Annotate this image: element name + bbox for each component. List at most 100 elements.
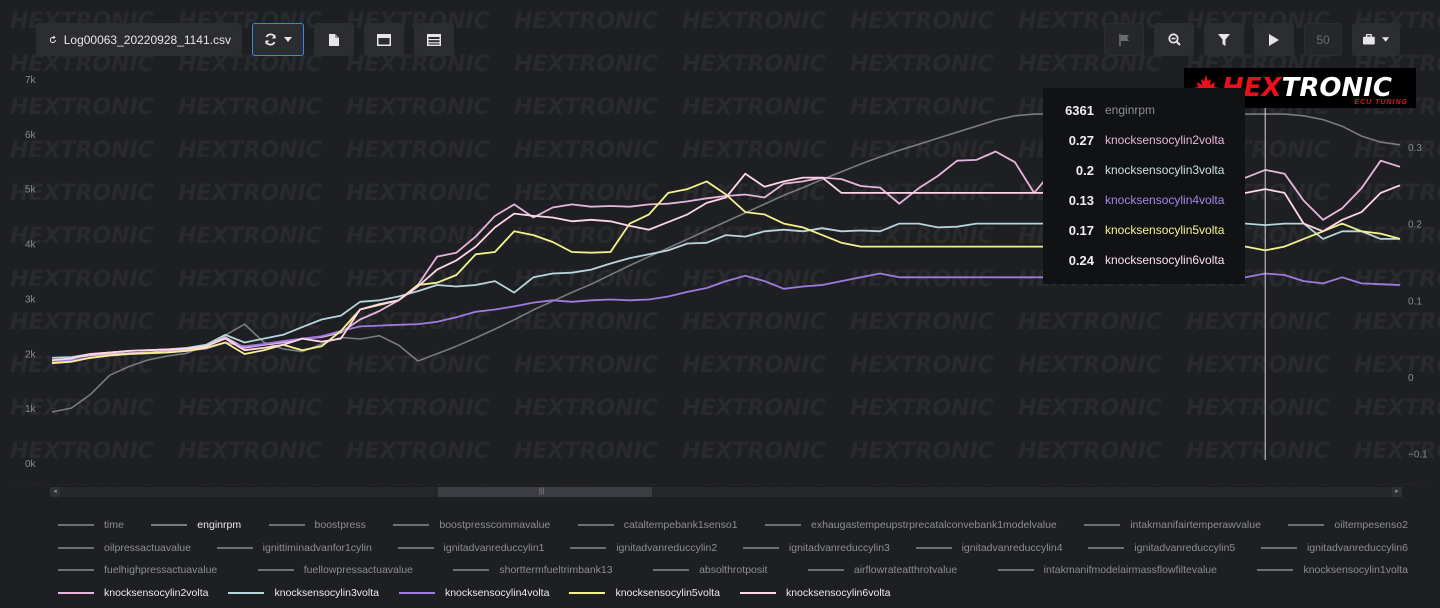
right-tick-label: 0 <box>1408 373 1414 384</box>
legend-swatch <box>653 569 690 572</box>
zoom-out-button[interactable] <box>1154 23 1194 56</box>
legend-label: ignitadvanreduccylin6 <box>1306 541 1408 554</box>
legend-item-knocksensocylin6volta[interactable]: knocksensocylin6volta <box>739 587 890 599</box>
filter-button[interactable] <box>1204 23 1244 56</box>
legend-item-enginrpm[interactable]: enginrpm <box>151 519 241 531</box>
caret-down-icon <box>284 37 292 42</box>
legend-item-knocksensocylin3volta[interactable]: knocksensocylin3volta <box>228 586 379 599</box>
tools-dropdown-button[interactable] <box>1352 23 1400 56</box>
single-layout-button[interactable] <box>364 23 404 56</box>
open-file-button[interactable] <box>314 23 354 56</box>
legend-item-ignitadvanreduccylin1[interactable]: ignitadvanreduccylin1 <box>397 542 545 554</box>
legend-swatch <box>228 591 265 594</box>
legend-item-knocksensocylin1volta[interactable]: knocksensocylin1volta <box>1257 564 1408 577</box>
tooltip-value: 0.2 <box>1075 162 1094 178</box>
file-name-label: Log00063_20220928_1141.csv <box>63 32 231 47</box>
sync-dropdown-button[interactable] <box>252 23 304 56</box>
scroll-right-arrow[interactable]: ▸ <box>1392 487 1402 497</box>
reload-file-button[interactable]: Log00063_20220928_1141.csv <box>36 23 242 56</box>
flag-button[interactable] <box>1104 23 1144 56</box>
play-button[interactable] <box>1254 23 1294 56</box>
legend-item-oiltempesenso2[interactable]: oiltempesenso2 <box>1288 519 1408 531</box>
legend-item-ignitadvanreduccylin3[interactable]: ignitadvanreduccylin3 <box>742 541 890 554</box>
legend-swatch <box>739 591 776 594</box>
tooltip-row: 0.17 knocksensocylin5volta <box>1043 215 1245 245</box>
legend-label: ignitadvanreduccylin2 <box>616 541 718 554</box>
legend-swatch <box>577 524 614 527</box>
left-tick-label: 2k <box>25 349 37 360</box>
legend-item-ignitadvanreduccylin4[interactable]: ignitadvanreduccylin4 <box>915 541 1063 554</box>
legend-item-knocksensocylin5volta[interactable]: knocksensocylin5volta <box>569 586 720 599</box>
legend-label: ignitadvanreduccylin4 <box>961 541 1063 554</box>
legend-label: oiltempesenso2 <box>1334 519 1408 532</box>
legend-item-ignitadvanreduccylin6[interactable]: ignitadvanreduccylin6 <box>1260 541 1408 554</box>
legend-label: boostpress <box>314 519 366 532</box>
zoom-out-icon <box>1167 33 1181 46</box>
tooltip-value: 0.27 <box>1068 132 1094 148</box>
left-tick-label: 6k <box>25 130 37 141</box>
tooltip-series-name: knocksensocylin4volta <box>1105 193 1225 207</box>
legend-item-ignittiminadvanfor1cylin[interactable]: ignittiminadvanfor1cylin <box>216 541 372 554</box>
legend-swatch <box>58 546 94 549</box>
right-tick-label: −0.1 <box>1408 450 1428 461</box>
filter-icon <box>1218 33 1230 46</box>
legend-swatch <box>1257 569 1294 572</box>
legend-item-time[interactable]: time <box>58 519 124 531</box>
scroll-left-arrow[interactable]: ◂ <box>50 487 60 497</box>
legend-swatch <box>569 591 606 594</box>
flag-icon <box>1118 33 1129 46</box>
legend-label: shorttermfueltrimbank13 <box>499 564 613 577</box>
legend-label: ignitadvanreduccylin3 <box>788 541 890 554</box>
legend-label: knocksensocylin5volta <box>615 586 720 599</box>
grip-icon: ||| <box>539 488 545 495</box>
legend-label: fuelhighpressactuavalue <box>104 564 218 577</box>
legend-row: knocksensocylin2volta knocksensocylin3vol… <box>58 582 1408 605</box>
right-tick-label: 0.3 <box>1408 143 1422 154</box>
left-tick-label: 4k <box>25 240 37 251</box>
play-icon <box>1269 33 1279 46</box>
legend-item-airflowrateatthrotvalue[interactable]: airflowrateatthrotvalue <box>807 564 958 577</box>
legend-item-intakmanifairtemperawvalue[interactable]: intakmanifairtemperawvalue <box>1084 519 1261 531</box>
tooltip-value: 6361 <box>1065 102 1094 118</box>
tooltip-series-name: knocksensocylin6volta <box>1105 253 1225 267</box>
left-tick-label: 7k <box>25 75 37 86</box>
legend-item-exhaugastempeupstrprecatalconvebank1modelvalue[interactable]: exhaugastempeupstrprecatalconvebank1mode… <box>765 519 1057 531</box>
legend-swatch <box>742 546 779 549</box>
legend-label: knocksensocylin1volta <box>1303 564 1408 577</box>
legend-item-absolthrotposit[interactable]: absolthrotposit <box>653 564 767 576</box>
legend-swatch <box>807 569 844 572</box>
legend-item-fuelhighpressactuavalue[interactable]: fuelhighpressactuavalue <box>58 564 217 576</box>
legend-label: knocksensocylin3volta <box>274 586 379 599</box>
maple-leaf-icon <box>1193 75 1219 100</box>
legend-swatch <box>1088 546 1125 549</box>
scroll-thumb[interactable]: ||| <box>438 487 652 497</box>
legend-item-knocksensocylin2volta[interactable]: knocksensocylin2volta <box>58 587 208 599</box>
legend-swatch <box>393 524 430 527</box>
legend-item-ignitadvanreduccylin5[interactable]: ignitadvanreduccylin5 <box>1088 542 1235 554</box>
legend-swatch <box>1288 524 1325 527</box>
legend-item-oilpressactuavalue[interactable]: oilpressactuavalue <box>58 542 191 554</box>
hover-tooltip: 6361 enginrpm 0.27 knocksensocylin2volta 0.2… <box>1043 88 1245 284</box>
playback-speed-input[interactable]: 50 <box>1304 23 1342 56</box>
sync-icon <box>265 33 276 46</box>
legend-label: airflowrateatthrotvalue <box>853 564 958 577</box>
legend-item-ignitadvanreduccylin2[interactable]: ignitadvanreduccylin2 <box>570 542 717 554</box>
reload-icon <box>49 35 56 43</box>
horizontal-scrollbar[interactable]: ◂ ||| ▸ <box>50 487 1402 497</box>
legend-item-fuellowpressactuavalue[interactable]: fuellowpressactuavalue <box>257 564 413 576</box>
stacked-layout-button[interactable] <box>414 23 454 56</box>
legend-item-intakmanifmodelairmassflowfiltevalue[interactable]: intakmanifmodelairmassflowfiltevalue <box>997 564 1217 576</box>
legend-item-knocksensocylin4volta[interactable]: knocksensocylin4volta <box>398 587 549 599</box>
legend-label: exhaugastempeupstrprecatalconvebank1mode… <box>811 519 1057 532</box>
right-axis-ticks: −0.1 0 0.1 0.2 0.3 <box>1408 143 1428 461</box>
legend-swatch <box>997 569 1034 572</box>
legend-item-boostpresscommavalue[interactable]: boostpresscommavalue <box>393 519 550 531</box>
legend-item-boostpress[interactable]: boostpress <box>268 519 366 532</box>
file-icon <box>329 33 339 46</box>
legend-item-shorttermfueltrimbank13[interactable]: shorttermfueltrimbank13 <box>453 564 613 577</box>
left-tick-label: 0k <box>25 459 37 470</box>
tooltip-series-name: knocksensocylin3volta <box>1105 163 1225 177</box>
legend-swatch <box>398 591 435 594</box>
legend-item-cataltempebank1senso1[interactable]: cataltempebank1senso1 <box>577 519 738 531</box>
legend-label: ignittiminadvanfor1cylin <box>262 541 372 554</box>
